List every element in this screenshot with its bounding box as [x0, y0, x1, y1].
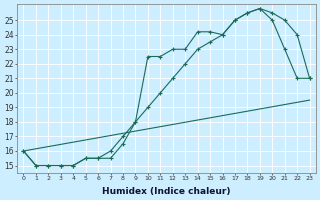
X-axis label: Humidex (Indice chaleur): Humidex (Indice chaleur): [102, 187, 231, 196]
